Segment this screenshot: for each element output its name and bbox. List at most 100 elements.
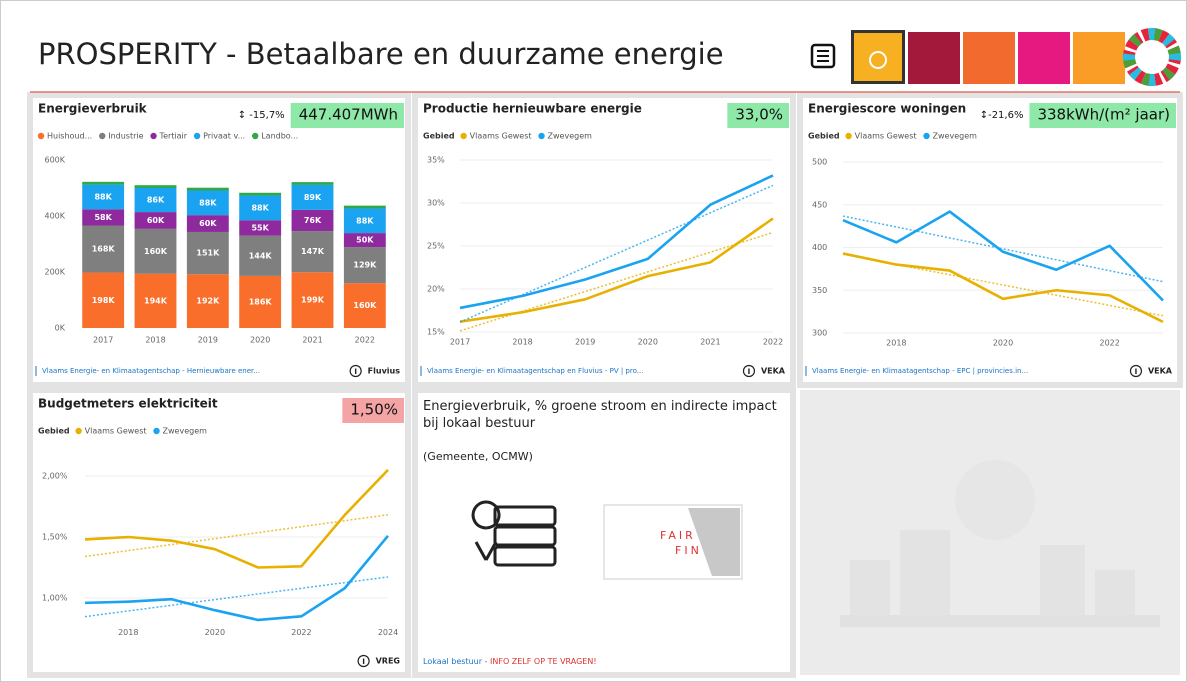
x-tick-label: 2018 [118,628,138,637]
body: { "header": {"title": "PROSPERITY - Beta… [0,0,1187,682]
x-tick-label: 2017 [93,336,113,345]
source-org: Fluvius [368,367,401,376]
y-tick-label: 600K [44,156,65,165]
y-tick-label: 1,50% [42,533,68,542]
data-label: 160K [144,247,168,256]
trend-line [460,232,773,330]
source-org: VEKA [1148,367,1173,376]
chart-title: Energiescore woningen [808,102,966,116]
legend-marker [38,133,44,139]
kpi-change: ↕-21,6% [980,110,1024,121]
source-org: VREG [376,657,400,666]
x-tick-label: 2024 [378,628,398,637]
y-tick-label: 400 [812,243,827,252]
y-tick-label: 25% [427,242,445,251]
data-label: 60K [147,216,165,225]
source-org: VEKA [761,367,786,376]
y-tick-label: 350 [812,286,827,295]
kpi-change: ↕ -15,7% [238,110,285,121]
bar-segment [135,185,177,188]
menu-icon[interactable] [812,45,834,67]
separator: - [482,657,490,666]
legend-marker [460,133,466,139]
legend-title: Gebied [38,427,70,436]
info-panel: Energieverbruik, % groene stroom en indi… [423,398,788,465]
data-label: 129K [353,261,377,270]
legend-title: Gebied [808,132,840,141]
data-label: 144K [249,251,273,260]
y-tick-label: 30% [427,199,445,208]
page-title: PROSPERITY - Betaalbare en duurzame ener… [38,37,724,71]
bar-segment [292,182,334,185]
x-tick-label: 2021 [302,336,322,345]
legend-label: Vlaams Gewest [85,427,147,436]
data-label: 50K [356,236,374,245]
legend-label: Industrie [108,132,143,141]
bar-segment [187,188,229,191]
data-label: 55K [251,223,269,232]
legend-marker [150,133,156,139]
info-title: Energieverbruik, % groene stroom en indi… [423,398,788,432]
logo-text: FAIR [660,529,696,542]
line-series [85,536,388,620]
legend-label: Privaat v... [203,132,245,141]
data-label: 76K [304,216,322,225]
x-tick-label: 2018 [886,339,906,348]
x-tick-label: 2019 [575,338,595,347]
y-tick-label: 300 [812,329,827,338]
server-icon [473,502,555,565]
data-label: 88K [199,198,217,207]
sdg-icons [851,30,1175,84]
x-tick-label: 2018 [512,338,532,347]
source-link: Vlaams Energie- en Klimaatagentschap - E… [812,367,1028,375]
trend-line [843,216,1163,282]
y-tick-label: 200K [44,268,65,277]
data-label: 186K [249,297,273,306]
data-label: 88K [356,216,374,225]
legend-label: Vlaams Gewest [470,132,532,141]
y-tick-label: 2,00% [42,472,68,481]
y-tick-label: 35% [427,156,445,165]
x-tick-label: 2017 [450,338,470,347]
x-tick-label: 2018 [145,336,165,345]
y-tick-label: 20% [427,285,445,294]
legend-marker [252,133,258,139]
source-link: Vlaams Energie- en Klimaatagentschap - H… [42,367,260,375]
y-tick-label: 1,00% [42,594,68,603]
bar-segment [239,193,281,196]
bar-segment [344,206,386,209]
logo-text: FIN [675,544,702,557]
fairfin-logo: FAIR FIN [604,505,742,579]
legend-label: Huishoud... [47,132,92,141]
legend-marker [538,133,544,139]
trend-line [85,577,388,617]
trend-line [460,185,773,322]
data-label: 86K [147,196,165,205]
chart-title: Productie hernieuwbare energie [423,102,642,116]
x-tick-label: 2020 [638,338,658,347]
y-tick-label: 400K [44,212,65,221]
legend-marker [845,133,851,139]
legend-label: Tertiair [159,132,188,141]
chart-title: Energieverbruik [38,102,148,116]
x-tick-label: 2022 [763,338,783,347]
y-tick-label: 500 [812,158,827,167]
x-tick-label: 2021 [700,338,720,347]
data-label: 192K [196,297,220,306]
line-series [843,212,1163,301]
legend-label: Zwevegem [548,132,593,141]
chart-title: Budgetmeters elektriciteit [38,397,218,411]
legend-marker [923,133,929,139]
page: Dashboard html, body { margin: 0; paddin… [0,0,1187,682]
x-tick-label: 2022 [291,628,311,637]
legend-label: Zwevegem [163,427,208,436]
legend-label: Landbo... [261,132,298,141]
dashboard-canvas: PROSPERITY - Betaalbare en duurzame ener… [0,0,1187,682]
x-tick-label: 2022 [355,336,375,345]
data-label: 58K [94,213,112,222]
dashboard: PROSPERITY - Betaalbare en duurzame ener… [0,0,1187,682]
kpi-value: 1,50% [350,401,398,419]
y-tick-label: 450 [812,200,827,209]
x-tick-label: 2020 [250,336,270,345]
data-label: 199K [301,296,325,305]
